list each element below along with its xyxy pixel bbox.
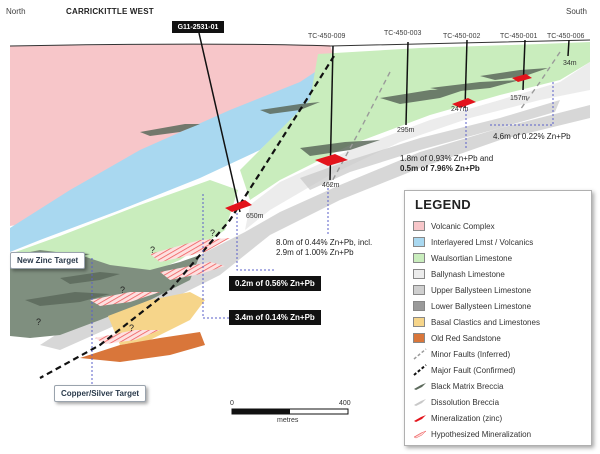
legend: LEGEND Volcanic Complex Interlayered Lms… [404, 190, 592, 446]
legend-row-black-matrix: Black Matrix Breccia [413, 379, 503, 393]
annotation-002-line2: 0.5m of 7.96% Zn+Pb [400, 164, 480, 173]
legend-row-minor-faults: Minor Faults (Inferred) [413, 347, 510, 361]
north-label: North [6, 7, 26, 16]
intercept-box-2: 3.4m of 0.14% Zn+Pb [229, 310, 321, 325]
drillhole-label-009: TC-450-009 [308, 33, 346, 40]
legend-label: Old Red Sandstone [431, 333, 501, 343]
legend-row-lower-ballysteen: Lower Ballysteen Limestone [413, 299, 531, 313]
legend-row-basal-clastics: Basal Clastics and Limestones [413, 315, 540, 329]
legend-swatch [413, 221, 425, 231]
legend-row-waulsortian: Waulsortian Limestone [413, 251, 512, 265]
legend-row-major-fault: Major Fault (Confirmed) [413, 363, 515, 377]
annotation-002: 1.8m of 0.93% Zn+Pb and 0.5m of 7.96% Zn… [400, 154, 493, 174]
legend-label: Lower Ballysteen Limestone [431, 301, 532, 311]
intercept-box-1: 0.2m of 0.56% Zn+Pb [229, 276, 321, 291]
legend-label: Dissolution Breccia [431, 397, 500, 407]
ballynash-unit [245, 62, 590, 230]
legend-label: Major Fault (Confirmed) [431, 365, 516, 375]
legend-swatch [413, 237, 425, 247]
legend-row-dissolution: Dissolution Breccia [413, 395, 499, 409]
annotation-009: 8.0m of 0.44% Zn+Pb, incl. 2.9m of 1.00%… [276, 238, 372, 258]
copper-silver-target-label: Copper/Silver Target [54, 385, 147, 402]
annotation-001: 4.6m of 0.22% Zn+Pb [493, 132, 571, 141]
legend-row-old-red: Old Red Sandstone [413, 331, 501, 345]
drillhole-label-006: TC-450-006 [547, 33, 585, 40]
drillhole-label-003: TC-450-003 [384, 30, 422, 37]
legend-label: Waulsortian Limestone [431, 253, 513, 263]
drillhole-label-main: G11-2531-01 [172, 21, 224, 33]
question-mark: ? [150, 245, 156, 255]
zinc-mineralization [225, 74, 532, 212]
depth-247: 247m [451, 106, 469, 113]
new-zinc-target-label: New Zinc Target [10, 252, 86, 269]
minor-faults [329, 51, 561, 186]
legend-row-mineralization: Mineralization (zinc) [413, 411, 502, 425]
upper-ballysteen-unit [40, 105, 590, 350]
depth-650: 650m [246, 213, 264, 220]
dissolution-breccia [300, 100, 560, 190]
section-title: CARRICKITTLE WEST [66, 7, 154, 16]
south-label: South [566, 7, 587, 16]
legend-row-upper-ballysteen: Upper Ballysteen Limestone [413, 283, 531, 297]
legend-row-ballynash: Ballynash Limestone [413, 267, 505, 281]
legend-swatch [413, 301, 425, 311]
question-mark: ? [129, 323, 135, 333]
dissolution-breccia-symbol [414, 399, 426, 406]
legend-label: Interlayered Lmst / Volcanics [431, 237, 534, 247]
depth-462: 462m [322, 182, 340, 189]
minor-fault-symbol [413, 348, 427, 360]
drillhole-label-002: TC-450-002 [443, 33, 481, 40]
annotation-009-line1: 8.0m of 0.44% Zn+Pb, incl. [276, 238, 373, 247]
depth-295: 295m [397, 127, 415, 134]
old-red-sandstone-unit [80, 332, 205, 362]
legend-swatch [413, 253, 425, 263]
black-matrix-breccia [20, 68, 548, 306]
drillhole-label-001: TC-450-001 [500, 33, 538, 40]
question-mark: ? [36, 317, 42, 327]
legend-swatch [413, 269, 425, 279]
legend-label: Ballynash Limestone [431, 269, 505, 279]
depth-157: 157m [510, 95, 528, 102]
legend-swatch [413, 285, 425, 295]
major-fault-symbol [413, 364, 427, 376]
scale-unit: metres [277, 417, 299, 424]
black-matrix-breccia-symbol [414, 383, 426, 390]
legend-label: Minor Faults (Inferred) [431, 349, 511, 359]
major-fault [39, 55, 335, 379]
legend-label: Basal Clastics and Limestones [431, 317, 540, 327]
scale-bar [231, 408, 349, 415]
question-mark: ? [210, 228, 216, 238]
mineralization-symbol [414, 415, 426, 422]
ground-surface [9, 39, 591, 47]
legend-row-interlayered: Interlayered Lmst / Volcanics [413, 235, 533, 249]
question-mark: ? [120, 285, 126, 295]
legend-label: Volcanic Complex [431, 221, 495, 231]
scale-start: 0 [230, 400, 234, 407]
legend-title: LEGEND [415, 197, 471, 212]
scale-end: 400 [339, 400, 351, 407]
legend-label: Hypothesized Mineralization [431, 429, 532, 439]
legend-swatch [413, 317, 425, 327]
legend-label: Upper Ballysteen Limestone [431, 285, 532, 295]
legend-swatch [413, 333, 425, 343]
legend-row-hypothesized: Hypothesized Mineralization [413, 427, 531, 441]
annotation-002-line1: 1.8m of 0.93% Zn+Pb and [400, 154, 494, 163]
legend-label: Mineralization (zinc) [431, 413, 503, 423]
hypothesized-mineralization-symbol [413, 430, 427, 439]
annotation-009-line2: 2.9m of 1.00% Zn+Pb [276, 248, 354, 257]
interlayered-unit [10, 70, 318, 252]
legend-label: Black Matrix Breccia [431, 381, 504, 391]
depth-34: 34m [563, 60, 577, 67]
legend-row-volcanic: Volcanic Complex [413, 219, 495, 233]
